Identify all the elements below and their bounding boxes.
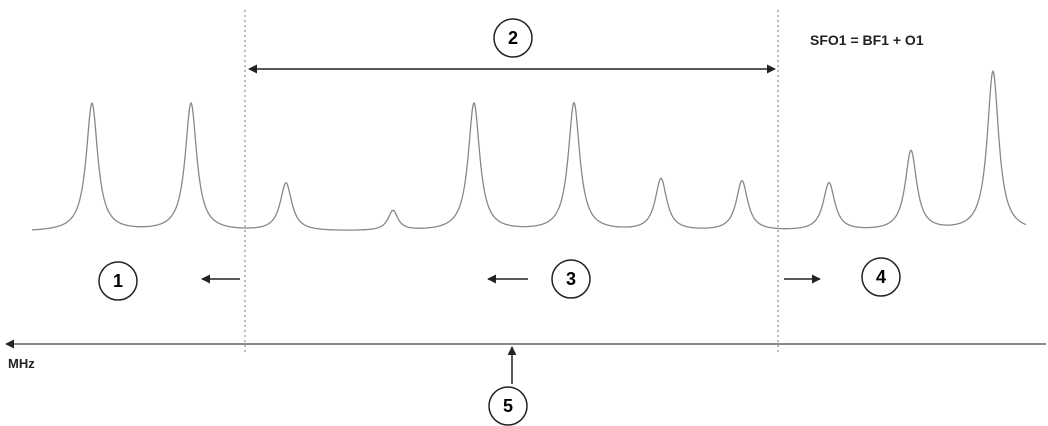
marker-5: 5: [488, 386, 528, 426]
marker-1: 1: [98, 261, 138, 301]
marker-3-label: 3: [566, 269, 576, 289]
marker-2: 2: [493, 18, 533, 58]
sfo1-equation: SFO1 = BF1 + O1: [810, 32, 924, 48]
marker-5-label: 5: [503, 396, 513, 416]
spectrum-trace: [32, 69, 1027, 231]
marker-4-label: 4: [876, 267, 886, 287]
marker-4: 4: [861, 257, 901, 297]
marker-1-label: 1: [113, 271, 123, 291]
axis-unit-label: MHz: [8, 356, 35, 371]
marker-2-label: 2: [508, 28, 518, 48]
marker-3: 3: [551, 259, 591, 299]
